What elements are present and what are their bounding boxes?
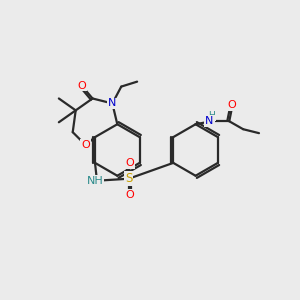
Text: O: O: [125, 190, 134, 200]
Text: O: O: [125, 158, 134, 168]
Text: O: O: [81, 140, 90, 150]
Text: O: O: [228, 100, 237, 110]
Text: H: H: [208, 111, 215, 120]
Text: O: O: [77, 81, 86, 91]
Text: N: N: [108, 98, 116, 108]
Text: NH: NH: [87, 176, 103, 186]
Text: N: N: [205, 116, 214, 126]
Text: S: S: [125, 172, 132, 185]
